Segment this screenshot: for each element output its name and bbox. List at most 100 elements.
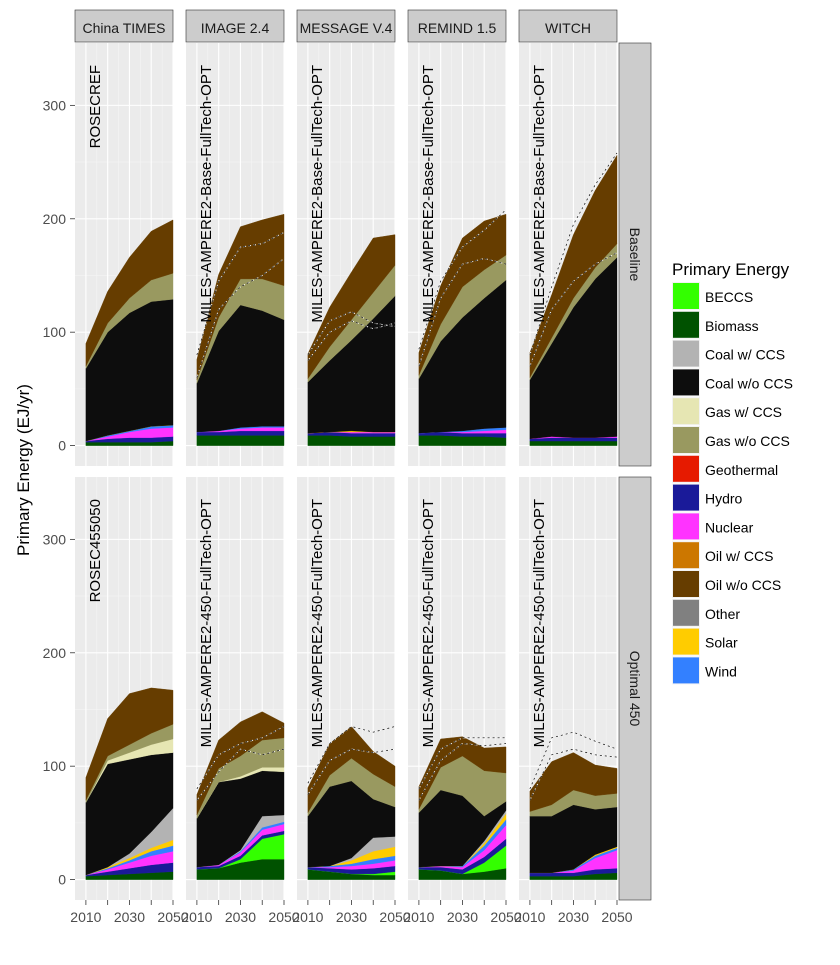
area-oil-w-o-ccs xyxy=(529,154,618,378)
legend-title: Primary Energy xyxy=(672,260,790,279)
reference-line xyxy=(529,731,618,790)
legend-entry-label: Coal w/o CCS xyxy=(705,375,793,391)
facet-strip-label: IMAGE 2.4 xyxy=(201,20,270,36)
area-oil-w-o-ccs xyxy=(307,726,396,814)
row-strip xyxy=(618,476,652,901)
legend-entry-label: Coal w/ CCS xyxy=(705,347,785,363)
legend-entry-label: BECCS xyxy=(705,289,753,305)
facet-strip-label: China TIMES xyxy=(83,20,166,36)
row-strip xyxy=(618,42,652,467)
x-tick-label: 2050 xyxy=(490,909,521,925)
facet-panel: ROSECREF xyxy=(75,43,174,466)
legend-swatch xyxy=(673,513,699,540)
reference-line xyxy=(529,252,618,367)
y-tick-label: 300 xyxy=(43,97,67,113)
reference-line xyxy=(529,152,618,355)
area-oil-w-o-ccs xyxy=(307,234,396,380)
area-biomass xyxy=(307,435,396,446)
facet-panel: ROSEC455050 xyxy=(75,477,174,900)
legend-entry-label: Geothermal xyxy=(705,462,778,478)
reference-line xyxy=(196,232,285,355)
y-tick-label: 0 xyxy=(58,438,66,454)
x-tick-label: 2050 xyxy=(601,909,632,925)
panel-scenario-label: MILES-AMPERE2-450-FullTech-OPT xyxy=(420,499,437,747)
facet-panel: MILES-AMPERE2-Base-FullTech-OPT xyxy=(519,43,618,466)
x-tick-label: 2050 xyxy=(379,909,410,925)
panels-layer: ROSECREF MILES-AMPERE2-Base-FullTech-OPT M… xyxy=(75,43,618,900)
y-tick-label: 100 xyxy=(43,758,67,774)
panel-scenario-label: ROSEC455050 xyxy=(87,499,104,602)
legend-entry-label: Wind xyxy=(705,663,737,679)
legend-swatch xyxy=(673,455,699,482)
area-oil-w-o-ccs xyxy=(418,213,507,376)
legend: Primary Energy BECCS Biomass Coal w/ CCS Co… xyxy=(672,260,793,685)
legend-swatch xyxy=(673,657,699,684)
facet-panel: MILES-AMPERE2-450-FullTech-OPT xyxy=(408,477,507,900)
facet-strip xyxy=(407,9,507,43)
strips-layer: China TIMES IMAGE 2.4 MESSAGE V.4 REMIND 1.… xyxy=(74,9,652,901)
x-tick-label: 2010 xyxy=(514,909,545,925)
reference-line xyxy=(418,737,506,790)
reference-line xyxy=(196,726,285,790)
legend-entry-label: Gas w/o CCS xyxy=(705,433,790,449)
y-tick-label: 0 xyxy=(58,872,66,888)
reference-line xyxy=(418,258,507,367)
area-oil-w-o-ccs xyxy=(196,213,285,380)
reference-line xyxy=(307,748,396,795)
panel-scenario-label: MILES-AMPERE2-Base-FullTech-OPT xyxy=(198,65,215,323)
panel-scenario-label: MILES-AMPERE2-450-FullTech-OPT xyxy=(309,499,326,747)
x-tick-label: 2030 xyxy=(336,909,367,925)
facet-strip xyxy=(518,9,618,43)
facet-strip-label: REMIND 1.5 xyxy=(418,20,497,36)
facet-strip xyxy=(185,9,285,43)
x-tick-label: 2010 xyxy=(292,909,323,925)
legend-swatch xyxy=(673,628,699,655)
x-tick-label: 2030 xyxy=(558,909,589,925)
area-oil-w-o-ccs xyxy=(85,687,174,801)
x-tick-label: 2050 xyxy=(157,909,188,925)
x-tick-label: 2010 xyxy=(403,909,434,925)
legend-entry-label: Oil w/o CCS xyxy=(705,577,781,593)
legend-entry-label: Gas w/ CCS xyxy=(705,404,782,420)
x-tick-label: 2030 xyxy=(114,909,145,925)
area-oil-w-o-ccs xyxy=(529,752,618,812)
y-tick-label: 200 xyxy=(43,645,67,661)
legend-entry-label: Nuclear xyxy=(705,519,754,535)
legend-swatch xyxy=(673,599,699,626)
panel-scenario-label: MILES-AMPERE2-Base-FullTech-OPT xyxy=(531,65,548,323)
area-biomass xyxy=(529,440,618,446)
reference-line xyxy=(196,258,285,378)
reference-line xyxy=(307,311,396,356)
row-strip-label: Baseline xyxy=(627,228,643,282)
facet-panel: MILES-AMPERE2-Base-FullTech-OPT xyxy=(186,43,285,466)
y-tick-label: 300 xyxy=(43,531,67,547)
area-oil-w-o-ccs xyxy=(418,736,507,810)
legend-swatch xyxy=(673,340,699,367)
panel-scenario-label: MILES-AMPERE2-Base-FullTech-OPT xyxy=(309,65,326,323)
reference-line xyxy=(196,748,285,801)
x-tick-label: 2010 xyxy=(181,909,212,925)
facet-panel: MILES-AMPERE2-450-FullTech-OPT xyxy=(297,477,396,900)
legend-swatch xyxy=(673,484,699,511)
reference-line xyxy=(307,726,396,784)
legend-swatch xyxy=(673,283,699,309)
y-tick-label: 100 xyxy=(43,324,67,340)
x-tick-label: 2050 xyxy=(268,909,299,925)
y-tick-label: 200 xyxy=(43,211,67,227)
facet-panel: MILES-AMPERE2-450-FullTech-OPT xyxy=(186,477,285,900)
facet-panel: MILES-AMPERE2-Base-FullTech-OPT xyxy=(408,43,507,466)
legend-swatch xyxy=(673,571,699,597)
x-tick-label: 2030 xyxy=(225,909,256,925)
area-biomass xyxy=(196,435,285,446)
y-axis-title: Primary Energy (EJ/yr) xyxy=(14,384,33,556)
legend-swatch xyxy=(673,398,699,425)
legend-entry-label: Oil w/ CCS xyxy=(705,548,773,564)
facet-strip xyxy=(296,9,396,43)
area-oil-w-o-ccs xyxy=(85,219,174,367)
facet-strip xyxy=(74,9,174,43)
facet-strip-label: MESSAGE V.4 xyxy=(300,20,393,36)
row-strip-label: Optimal 450 xyxy=(627,651,643,727)
x-tick-label: 2010 xyxy=(70,909,101,925)
